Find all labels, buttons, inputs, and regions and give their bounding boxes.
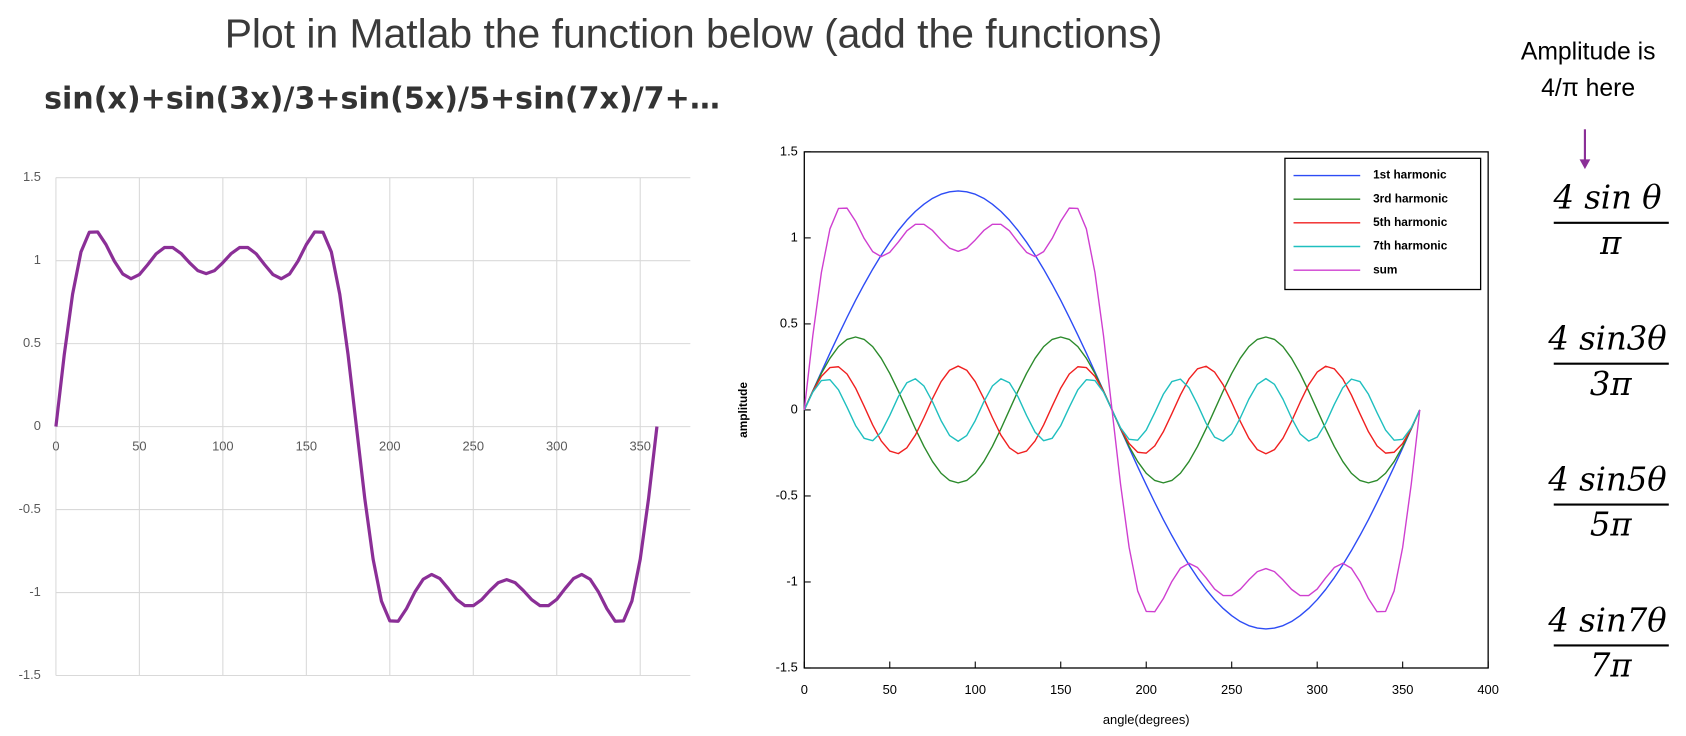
x-tick-label: 350: [1392, 682, 1414, 697]
fraction-denominator: 3π: [1590, 365, 1633, 403]
x-tick-label: 100: [964, 682, 986, 697]
fractions: 4 sin θ π 4 sin3θ 3π 4 sin5θ 5π 4 sin7θ 7π: [1547, 179, 1669, 684]
y-tick-label: 0.5: [23, 335, 41, 350]
y-tick-label: -1: [29, 584, 40, 599]
x-tick-label: 50: [883, 682, 897, 697]
x-tick-label: 0: [801, 682, 808, 697]
y-tick-label: 1.5: [780, 143, 798, 158]
fraction-denominator: 7π: [1590, 646, 1633, 684]
note-line: 4/π here: [1541, 75, 1635, 102]
chart: -1.5 -1 -0.5 0 0.5 1 1.5 0 50 100 150 200 250 300 350 4…: [736, 143, 1499, 727]
fraction-denominator: 5π: [1590, 506, 1633, 544]
y-tick-label: 1.5: [23, 169, 41, 184]
x-tick-label: 150: [296, 438, 318, 453]
legend-box: [1284, 157, 1482, 291]
x-tick-label: 250: [1221, 682, 1243, 697]
x-tick-label: 200: [379, 438, 401, 453]
series-line: [54, 230, 659, 623]
slide-title: Plot in Matlab the function below (add t…: [225, 11, 1163, 57]
y-tick-label: 1: [34, 252, 41, 267]
x-tick-label: 400: [1477, 682, 1499, 697]
legend-label: 3rd harmonic: [1373, 191, 1448, 205]
x-tick-label: 250: [463, 438, 485, 453]
fraction-numerator: 4 sin θ: [1552, 179, 1661, 217]
y-tick-label: 0: [791, 401, 798, 416]
x-tick-label: 150: [1050, 682, 1072, 697]
x-tick-label: 100: [212, 438, 234, 453]
note-line: Amplitude is: [1521, 38, 1656, 65]
x-tick-label: 50: [132, 438, 146, 453]
legend-label: 1st harmonic: [1373, 168, 1447, 182]
x-tick-label: 0: [52, 438, 59, 453]
x-tick-label: 300: [546, 438, 568, 453]
x-tick-label: 200: [1135, 682, 1157, 697]
fraction-numerator: 4 sin7θ: [1547, 601, 1666, 639]
y-tick-label: -1.5: [776, 659, 798, 674]
fraction-numerator: 4 sin3θ: [1547, 320, 1666, 358]
legend-label: 5th harmonic: [1373, 215, 1448, 229]
chart: -1.5 -1 -0.5 0 0.5 1 1.5 0 50 100 150 200 250 300 350: [19, 169, 691, 682]
x-tick-label: 350: [629, 438, 651, 453]
legend-label: 7th harmonic: [1373, 239, 1448, 253]
y-tick-label: -0.5: [776, 487, 798, 502]
series-line: [803, 207, 1421, 613]
x-tick-label: 300: [1306, 682, 1328, 697]
legend-label: sum: [1373, 262, 1397, 276]
y-tick-label: -1.5: [19, 667, 41, 682]
y-tick-label: 0.5: [780, 315, 798, 330]
y-tick-label: -1: [786, 573, 797, 588]
y-tick-label: 1: [791, 229, 798, 244]
fraction-denominator: π: [1599, 224, 1622, 262]
arrow-head: [1579, 159, 1591, 170]
y-axis-label: amplitude: [736, 382, 750, 438]
fraction-numerator: 4 sin5θ: [1547, 460, 1666, 498]
y-tick-label: -0.5: [19, 501, 41, 516]
x-axis-label: angle(degrees): [1103, 712, 1190, 727]
y-tick-label: 0: [34, 418, 41, 433]
formula: sin(x)+sin(3x)/3+sin(5x)/5+sin(7x)/7+…: [44, 82, 720, 117]
